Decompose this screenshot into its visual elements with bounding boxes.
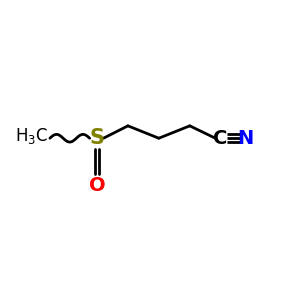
Text: S: S [89, 128, 104, 148]
Text: N: N [238, 129, 254, 148]
Text: C: C [214, 129, 228, 148]
Text: H$_3$C: H$_3$C [15, 126, 48, 146]
Text: O: O [89, 176, 105, 195]
